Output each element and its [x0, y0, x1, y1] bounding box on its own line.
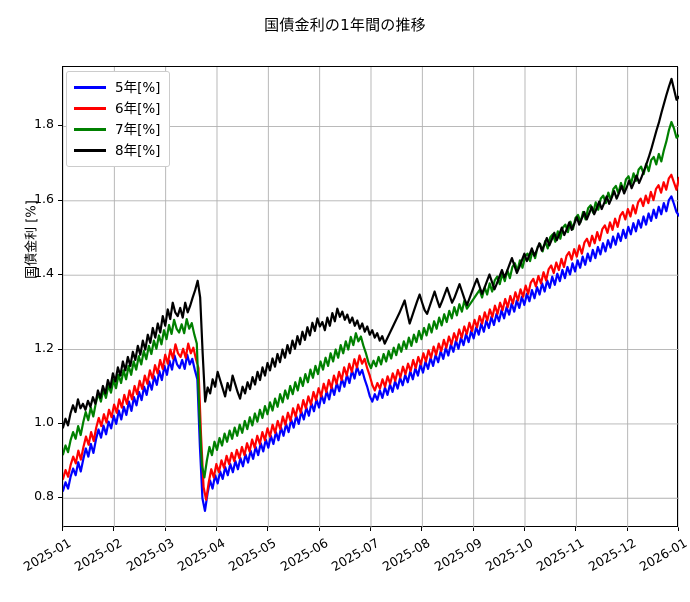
x-axis-tick-mark — [370, 527, 371, 531]
legend-item-label: 6年[%] — [115, 100, 161, 117]
y-axis-tick-label: 1.4 — [34, 265, 54, 281]
legend-item-label: 5年[%] — [115, 79, 161, 96]
x-axis-tick-mark — [421, 527, 423, 531]
y-axis-tick-label: 1.6 — [34, 190, 54, 206]
plot-svg — [63, 67, 679, 528]
x-axis-tick-mark — [216, 527, 217, 531]
y-axis-tick-label: 0.8 — [34, 488, 54, 504]
x-axis-tick-mark — [318, 527, 320, 531]
legend-item: 8年[%] — [74, 140, 160, 161]
series-line — [63, 195, 679, 512]
series-lines — [63, 77, 679, 512]
legend-color-swatch — [74, 149, 106, 152]
legend-color-swatch — [74, 86, 106, 89]
y-axis-tick-mark — [58, 274, 62, 276]
x-axis-tick-mark — [113, 527, 115, 531]
x-axis-tick-mark — [575, 527, 577, 531]
legend-item-label: 8年[%] — [115, 142, 161, 159]
legend-item: 7年[%] — [74, 119, 160, 140]
y-axis-tick-label: 1.8 — [34, 116, 54, 132]
y-axis-tick-mark — [58, 199, 62, 201]
x-axis-tick-mark — [62, 527, 63, 531]
x-axis-tick-mark — [472, 527, 474, 531]
gridlines — [63, 67, 679, 528]
chart-legend: 5年[%] 6年[%] 7年[%] 8年[%] — [66, 71, 171, 167]
x-axis-tick-mark — [267, 527, 269, 531]
chart-title: 国債金利の1年間の推移 — [264, 16, 426, 34]
series-line — [63, 77, 679, 429]
x-axis-tick-mark — [524, 527, 525, 531]
legend-item: 5年[%] — [74, 77, 160, 98]
y-axis-tick-label: 1.0 — [34, 413, 54, 429]
y-axis-tick-mark — [58, 422, 62, 424]
legend-color-swatch — [74, 107, 106, 110]
x-axis-tick-mark — [164, 527, 166, 531]
legend-color-swatch — [74, 128, 106, 131]
y-axis-tick-mark — [58, 125, 62, 127]
x-axis-tick-mark — [626, 527, 628, 531]
y-axis-tick-mark — [58, 497, 62, 499]
legend-item: 6年[%] — [74, 98, 160, 119]
y-axis-tick-mark — [58, 348, 62, 350]
series-line — [63, 173, 679, 501]
legend-item-label: 7年[%] — [115, 121, 161, 138]
x-axis-tick-mark — [678, 527, 679, 531]
y-axis-tick-label: 1.2 — [34, 339, 54, 355]
